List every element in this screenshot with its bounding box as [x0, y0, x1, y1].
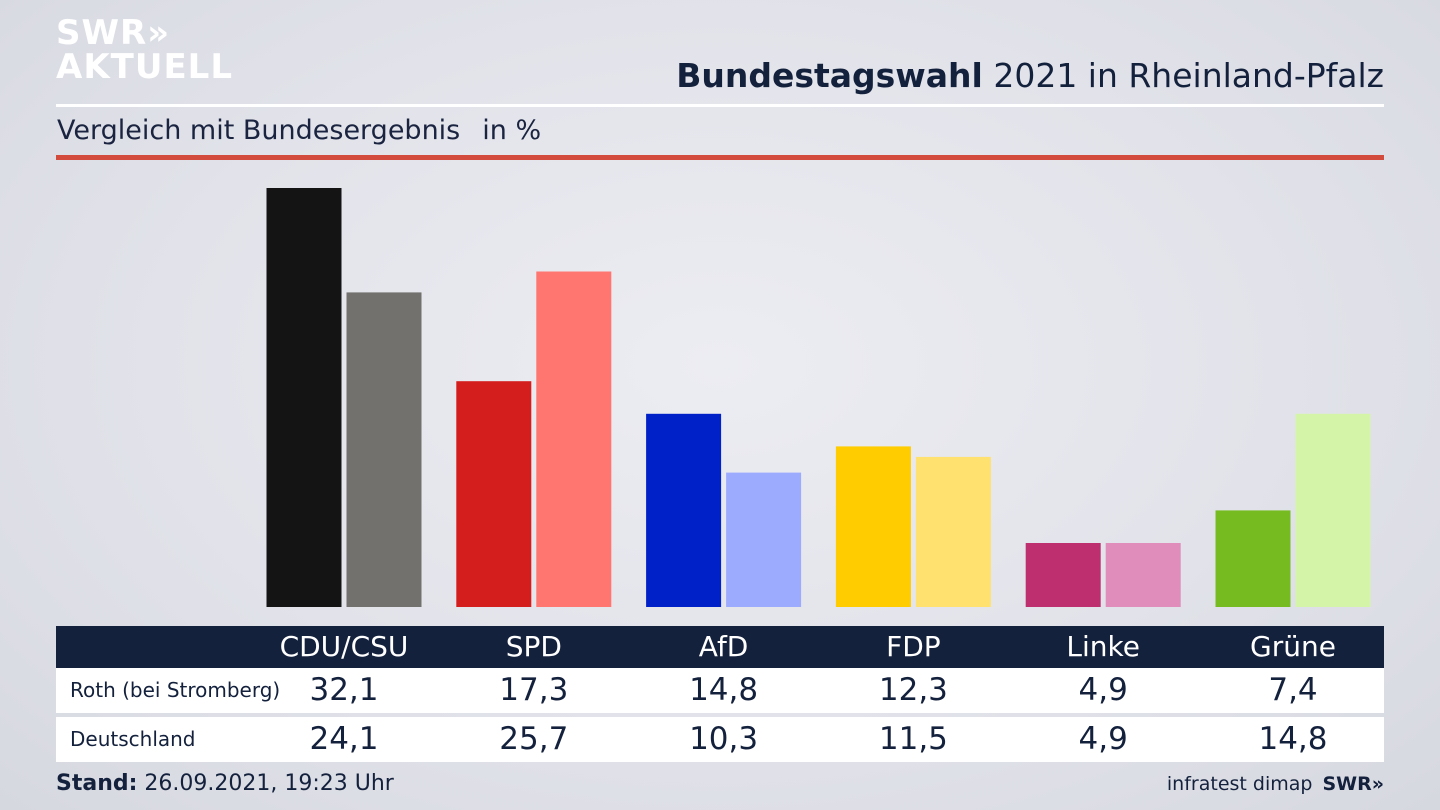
- value-label: 14,8: [1258, 721, 1328, 757]
- category-label: SPD: [505, 630, 562, 663]
- bar-deutschland-linke: [1105, 543, 1181, 607]
- value-label: 14,8: [689, 672, 759, 708]
- chart-title-bold: Bundestagswahl: [676, 56, 983, 95]
- bar-roth-linke: [1025, 543, 1101, 607]
- row-label-deutschland: Deutschland: [70, 727, 196, 751]
- stand-label: Stand:: [56, 771, 138, 796]
- swr-logo-small: SWR»: [1322, 773, 1384, 795]
- bar-roth-gr-ne: [1215, 510, 1291, 607]
- row-label-roth: Roth (bei Stromberg): [70, 678, 281, 702]
- swr-aktuell-logo: SWR» AKTUELL: [56, 16, 233, 84]
- category-label: AfD: [698, 630, 749, 663]
- category-label: Linke: [1066, 630, 1140, 663]
- value-label: 17,3: [499, 672, 569, 708]
- value-label: 12,3: [878, 672, 948, 708]
- subtitle-divider: [56, 155, 1384, 160]
- value-label: 24,1: [309, 721, 379, 757]
- results-table: CDU/CSU SPD AfD FDP Linke Grüne Roth (bei Str…: [56, 626, 1384, 762]
- value-label: 25,7: [499, 721, 569, 757]
- bar-roth-afd: [646, 413, 722, 607]
- category-label: CDU/CSU: [279, 630, 409, 663]
- value-label: 7,4: [1268, 672, 1318, 708]
- logo-line-1: SWR»: [56, 13, 171, 53]
- source-label: infratest dimap: [1166, 773, 1313, 795]
- header-divider: [56, 104, 1384, 107]
- table-row-roth: Roth (bei Stromberg) 32,1 17,3 14,8 12,3 4,9…: [56, 668, 1384, 713]
- bar-deutschland-fdp: [915, 456, 991, 607]
- chart-title-rest: 2021 in Rheinland-Pfalz: [982, 56, 1384, 95]
- value-label: 4,9: [1078, 721, 1128, 757]
- value-label: 4,9: [1078, 672, 1128, 708]
- category-label: Grüne: [1250, 630, 1336, 663]
- bar-roth-spd: [456, 381, 532, 607]
- bar-roth-fdp: [835, 446, 911, 607]
- value-label: 32,1: [309, 672, 379, 708]
- table-header-row: CDU/CSU SPD AfD FDP Linke Grüne: [56, 626, 1384, 668]
- bar-roth-cdu-csu: [266, 188, 342, 607]
- source-credit: infratest dimap SWR»: [1167, 773, 1384, 795]
- value-label: 11,5: [878, 721, 948, 757]
- subtitle-text: Vergleich mit Bundesergebnis: [57, 115, 461, 146]
- bar-deutschland-cdu-csu: [346, 292, 422, 607]
- stand-value: 26.09.2021, 19:23 Uhr: [137, 771, 394, 796]
- category-label: FDP: [886, 630, 941, 663]
- bar-deutschland-gr-ne: [1295, 413, 1371, 607]
- value-label: 10,3: [689, 721, 759, 757]
- table-row-deutschland: Deutschland 24,1 25,7 10,3 11,5 4,9 14,8: [56, 717, 1384, 762]
- bar-deutschland-afd: [726, 472, 802, 607]
- chart-title: Bundestagswahl 2021 in Rheinland-Pfalz: [676, 56, 1384, 95]
- chart-subtitle: Vergleich mit Bundesergebnis in %: [57, 115, 541, 146]
- unit-label: in %: [482, 115, 542, 146]
- logo-line-2: AKTUELL: [56, 47, 234, 87]
- timestamp: Stand: 26.09.2021, 19:23 Uhr: [56, 771, 394, 796]
- bar-deutschland-spd: [536, 271, 612, 607]
